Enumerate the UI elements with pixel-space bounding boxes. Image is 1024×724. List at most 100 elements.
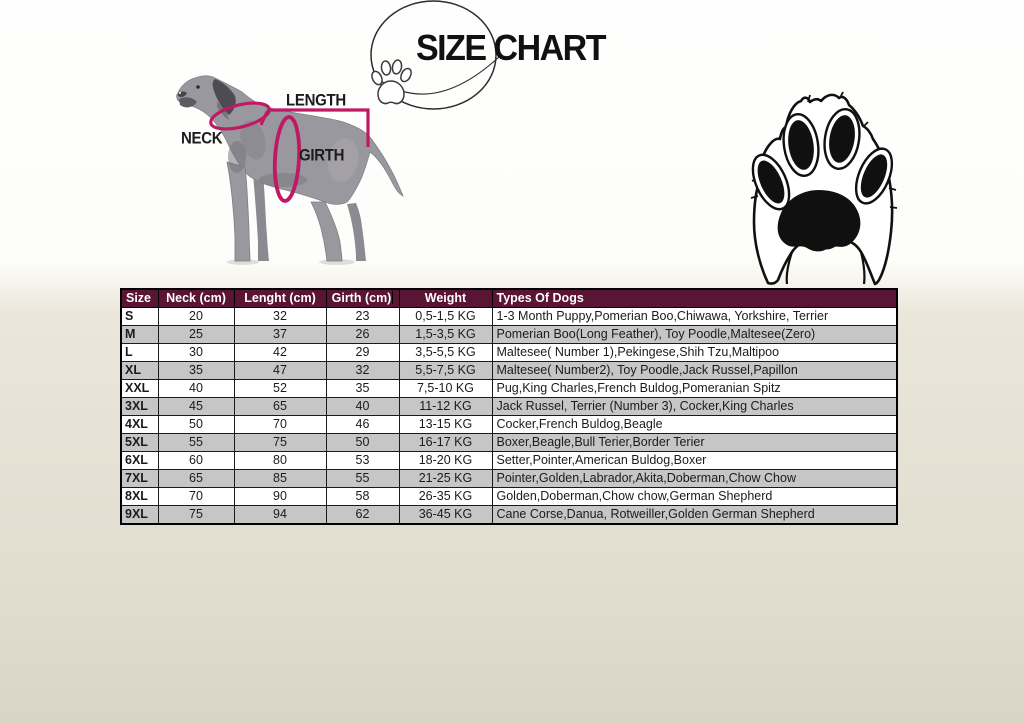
measurement-lines — [209, 101, 370, 203]
girth-cell: 53 — [325, 451, 400, 470]
types-cell: Maltesee( Number2), Toy Poodle,Jack Russ… — [491, 361, 898, 380]
weight-cell: 13-15 KG — [398, 415, 493, 434]
types-cell: Pomerian Boo(Long Feather), Toy Poodle,M… — [491, 325, 898, 344]
table-row: S 20 32 23 0,5-1,5 KG 1-3 Month Puppy,Po… — [120, 307, 898, 326]
table-row: 6XL 60 80 53 18-20 KG Setter,Pointer,Ame… — [120, 451, 898, 470]
weight-cell: 21-25 KG — [398, 469, 493, 488]
table-row: XXL 40 52 35 7,5-10 KG Pug,King Charles,… — [120, 379, 898, 398]
types-cell: 1-3 Month Puppy,Pomerian Boo,Chiwawa, Yo… — [491, 307, 898, 326]
girth-cell: 55 — [325, 469, 400, 488]
text-cursor — [392, 291, 394, 304]
neck-cell: 55 — [157, 433, 235, 452]
girth-cell: 58 — [325, 487, 400, 506]
table-row: 5XL 55 75 50 16-17 KG Boxer,Beagle,Bull … — [120, 433, 898, 452]
length-cell: 47 — [233, 361, 327, 380]
table-row: 7XL 65 85 55 21-25 KG Pointer,Golden,Lab… — [120, 469, 898, 488]
neck-cell: 65 — [157, 469, 235, 488]
types-cell: Pointer,Golden,Labrador,Akita,Doberman,C… — [491, 469, 898, 488]
size-cell: S — [120, 307, 159, 326]
length-cell: 75 — [233, 433, 327, 452]
size-cell: XXL — [120, 379, 159, 398]
size-cell: 9XL — [120, 505, 159, 525]
dog-measurement-illustration — [176, 75, 404, 265]
table-row: 9XL 75 94 62 36-45 KG Cane Corse,Danua, … — [120, 505, 898, 525]
weight-cell: 5,5-7,5 KG — [398, 361, 493, 380]
weight-cell: 18-20 KG — [398, 451, 493, 470]
weight-cell: 36-45 KG — [398, 505, 493, 525]
neck-cell: 60 — [157, 451, 235, 470]
table-header: Size Neck (cm) Lenght (cm) Girth (cm) We… — [120, 288, 898, 308]
girth-cell: 46 — [325, 415, 400, 434]
girth-cell: 23 — [325, 307, 400, 326]
length-cell: 37 — [233, 325, 327, 344]
weight-cell: 7,5-10 KG — [398, 379, 493, 398]
size-cell: 6XL — [120, 451, 159, 470]
weight-cell: 26-35 KG — [398, 487, 493, 506]
neck-measure-label: NECK — [181, 129, 223, 149]
page-title: SIZE CHART — [416, 28, 607, 69]
size-cell: M — [120, 325, 159, 344]
large-paw-print — [750, 91, 898, 286]
neck-cell: 25 — [157, 325, 235, 344]
table-row: M 25 37 26 1,5-3,5 KG Pomerian Boo(Long … — [120, 325, 898, 344]
size-cell: 7XL — [120, 469, 159, 488]
neck-cell: 20 — [157, 307, 235, 326]
girth-cell: 50 — [325, 433, 400, 452]
size-cell: 3XL — [120, 397, 159, 416]
length-measure-label: LENGTH — [286, 91, 346, 111]
length-cell: 32 — [233, 307, 327, 326]
neck-cell: 30 — [157, 343, 235, 362]
header-weight: Weight — [398, 288, 493, 308]
weight-cell: 11-12 KG — [398, 397, 493, 416]
header-size: Size — [120, 288, 159, 308]
types-cell: Cane Corse,Danua, Rotweiller,Golden Germ… — [491, 505, 898, 525]
length-cell: 85 — [233, 469, 327, 488]
header-length: Lenght (cm) — [233, 288, 327, 308]
types-cell: Cocker,French Buldog,Beagle — [491, 415, 898, 434]
types-cell: Golden,Doberman,Chow chow,German Shepher… — [491, 487, 898, 506]
neck-cell: 70 — [157, 487, 235, 506]
weight-cell: 0,5-1,5 KG — [398, 307, 493, 326]
girth-cell: 29 — [325, 343, 400, 362]
header-row: Size Neck (cm) Lenght (cm) Girth (cm) We… — [120, 288, 898, 308]
length-cell: 65 — [233, 397, 327, 416]
length-cell: 70 — [233, 415, 327, 434]
size-cell: 8XL — [120, 487, 159, 506]
weight-cell: 1,5-3,5 KG — [398, 325, 493, 344]
girth-cell: 40 — [325, 397, 400, 416]
girth-cell: 26 — [325, 325, 400, 344]
length-cell: 94 — [233, 505, 327, 525]
types-cell: Jack Russel, Terrier (Number 3), Cocker,… — [491, 397, 898, 416]
length-cell: 52 — [233, 379, 327, 398]
weight-cell: 16-17 KG — [398, 433, 493, 452]
length-cell: 90 — [233, 487, 327, 506]
types-cell: Pug,King Charles,French Buldog,Pomerania… — [491, 379, 898, 398]
length-cell: 80 — [233, 451, 327, 470]
table-row: 3XL 45 65 40 11-12 KG Jack Russel, Terri… — [120, 397, 898, 416]
table-row: L 30 42 29 3,5-5,5 KG Maltesee( Number 1… — [120, 343, 898, 362]
neck-cell: 35 — [157, 361, 235, 380]
types-cell: Boxer,Beagle,Bull Terier,Border Terier — [491, 433, 898, 452]
header-neck: Neck (cm) — [157, 288, 235, 308]
girth-cell: 32 — [325, 361, 400, 380]
table-row: XL 35 47 32 5,5-7,5 KG Maltesee( Number2… — [120, 361, 898, 380]
table-row: 8XL 70 90 58 26-35 KG Golden,Doberman,Ch… — [120, 487, 898, 506]
neck-cell: 45 — [157, 397, 235, 416]
header-girth: Girth (cm) — [325, 288, 400, 308]
size-cell: L — [120, 343, 159, 362]
size-cell: 4XL — [120, 415, 159, 434]
size-cell: XL — [120, 361, 159, 380]
types-cell: Setter,Pointer,American Buldog,Boxer — [491, 451, 898, 470]
weight-cell: 3,5-5,5 KG — [398, 343, 493, 362]
neck-cell: 75 — [157, 505, 235, 525]
neck-cell: 50 — [157, 415, 235, 434]
girth-cell: 62 — [325, 505, 400, 525]
size-chart-table: Size Neck (cm) Lenght (cm) Girth (cm) We… — [120, 288, 898, 525]
length-cell: 42 — [233, 343, 327, 362]
table-row: 4XL 50 70 46 13-15 KG Cocker,French Buld… — [120, 415, 898, 434]
neck-cell: 40 — [157, 379, 235, 398]
paw-print-outline-icon — [371, 59, 412, 105]
types-cell: Maltesee( Number 1),Pekingese,Shih Tzu,M… — [491, 343, 898, 362]
girth-measure-label: GIRTH — [299, 146, 345, 166]
girth-cell: 35 — [325, 379, 400, 398]
